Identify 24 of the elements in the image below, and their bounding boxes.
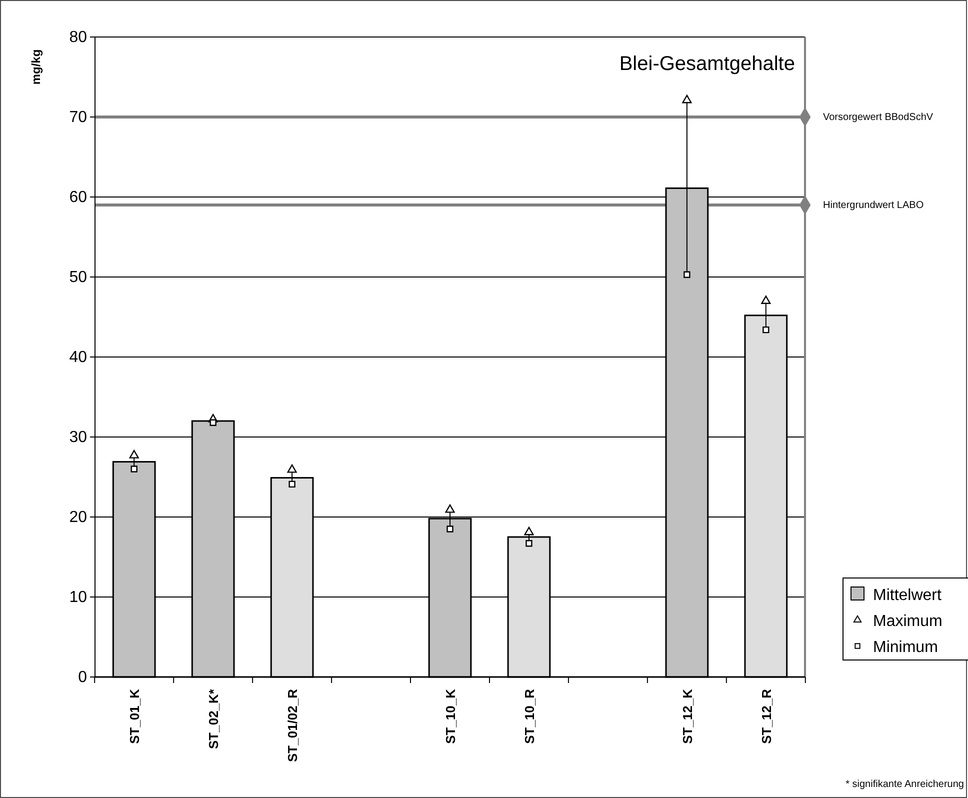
y-axis-title: mg/kg	[29, 49, 43, 85]
y-tick-label: 80	[69, 29, 88, 46]
x-tick-label: ST_12_R	[758, 688, 774, 744]
x-tick-label: ST_12_K	[680, 688, 695, 744]
x-tick-label: ST_10_R	[522, 688, 537, 744]
y-tick-label: 0	[78, 669, 88, 686]
y-tick-label: 10	[69, 589, 88, 606]
text: Blei-Gesamtgehalte	[619, 53, 795, 75]
y-tick-label: 70	[69, 109, 88, 126]
y-tick-label: 30	[69, 429, 88, 446]
x-tick-label: ST_10_K	[443, 688, 458, 744]
legend-label: Maximum	[873, 613, 942, 630]
ref-line-label: Vorsorgewert BBodSchV	[823, 112, 934, 123]
y-tick-label: 50	[69, 269, 88, 286]
x-tick-label: ST_01_K	[127, 688, 142, 744]
y-tick-label: 60	[69, 189, 88, 206]
legend-label: Minimum	[873, 639, 938, 656]
x-tick-label: ST_02_K*	[206, 688, 222, 749]
legend-label: Mittelwert	[873, 587, 942, 604]
text: * signifikante Anreicherung	[846, 779, 964, 790]
ref-line-label: Hintergrundwert LABO	[823, 200, 924, 211]
y-tick-label: 40	[69, 349, 88, 366]
y-tick-label: 20	[69, 509, 88, 526]
x-tick-label: ST_01/02_R	[285, 688, 300, 762]
